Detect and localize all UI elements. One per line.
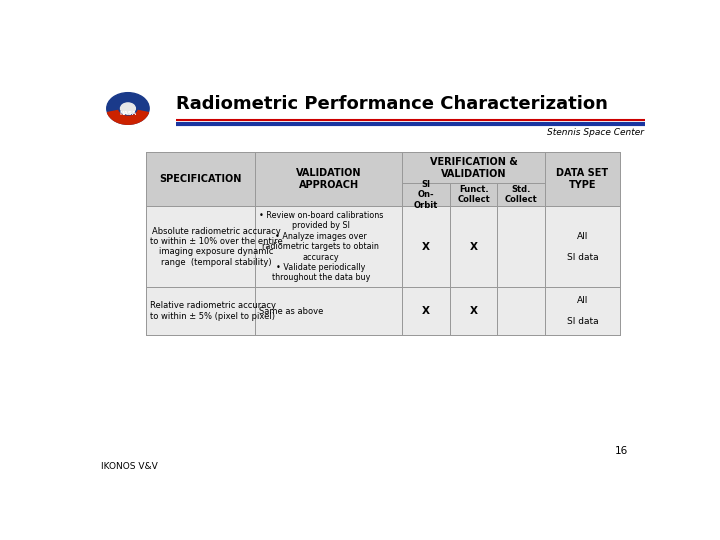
FancyBboxPatch shape (255, 152, 402, 206)
FancyBboxPatch shape (145, 152, 620, 335)
FancyBboxPatch shape (450, 287, 498, 335)
Text: • Review on-board calibrations
provided by SI
• Analyze images over
radiometric : • Review on-board calibrations provided … (258, 211, 383, 282)
FancyBboxPatch shape (402, 287, 450, 335)
Text: Same as above: Same as above (258, 307, 323, 316)
FancyBboxPatch shape (498, 206, 545, 287)
FancyBboxPatch shape (145, 287, 255, 335)
Text: All

SI data: All SI data (567, 232, 598, 261)
Text: Stennis Space Center: Stennis Space Center (547, 129, 644, 137)
Text: SI
On-
Orbit: SI On- Orbit (414, 180, 438, 210)
FancyBboxPatch shape (545, 152, 620, 206)
FancyBboxPatch shape (402, 183, 450, 206)
Text: IKONOS V&V: IKONOS V&V (101, 462, 158, 471)
Text: X: X (422, 306, 430, 316)
FancyBboxPatch shape (402, 152, 545, 183)
Text: X: X (422, 242, 430, 252)
Text: X: X (469, 306, 477, 316)
FancyBboxPatch shape (545, 287, 620, 335)
FancyBboxPatch shape (545, 206, 620, 287)
Circle shape (107, 93, 149, 124)
Text: VERIFICATION &
VALIDATION: VERIFICATION & VALIDATION (430, 157, 518, 179)
FancyBboxPatch shape (498, 287, 545, 335)
Text: X: X (469, 242, 477, 252)
Text: Absolute radiometric accuracy
to within ± 10% over the entire
imaging exposure d: Absolute radiometric accuracy to within … (150, 227, 282, 267)
FancyBboxPatch shape (145, 206, 255, 287)
Text: VALIDATION
APPROACH: VALIDATION APPROACH (296, 168, 361, 190)
FancyBboxPatch shape (255, 287, 402, 335)
Text: All

SI data: All SI data (567, 296, 598, 326)
Text: 16: 16 (615, 447, 629, 456)
Text: Radiometric Performance Characterization: Radiometric Performance Characterization (176, 95, 608, 113)
FancyBboxPatch shape (255, 206, 402, 287)
Text: Funct.
Collect: Funct. Collect (457, 185, 490, 205)
FancyBboxPatch shape (450, 183, 498, 206)
Wedge shape (107, 111, 148, 124)
Text: SPECIFICATION: SPECIFICATION (159, 174, 241, 184)
FancyBboxPatch shape (145, 152, 255, 206)
Text: Std.
Collect: Std. Collect (505, 185, 537, 205)
FancyBboxPatch shape (498, 183, 545, 206)
Text: DATA SET
TYPE: DATA SET TYPE (557, 168, 608, 190)
Circle shape (120, 103, 135, 114)
FancyBboxPatch shape (450, 206, 498, 287)
FancyBboxPatch shape (402, 206, 450, 287)
Text: NASA: NASA (120, 111, 137, 116)
Text: Relative radiometric accuracy
to within ± 5% (pixel to pixel): Relative radiometric accuracy to within … (150, 301, 276, 321)
